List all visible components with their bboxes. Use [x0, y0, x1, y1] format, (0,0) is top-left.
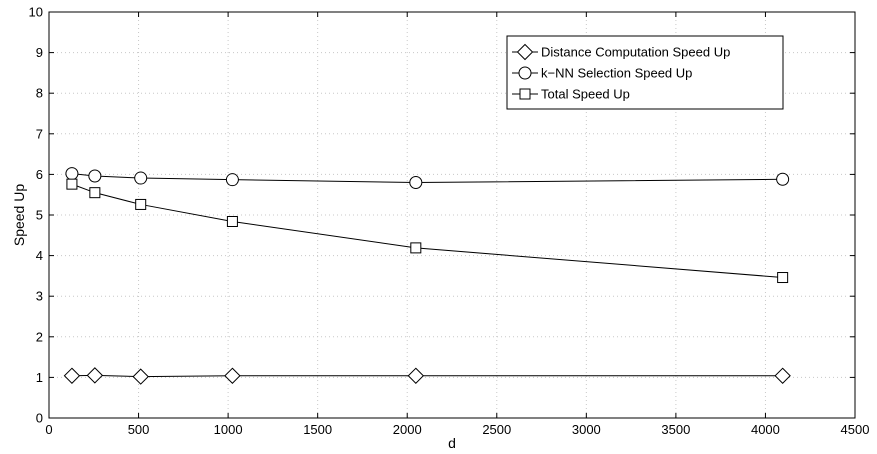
x-tick-label: 2500	[482, 422, 511, 437]
diamond-marker	[516, 43, 534, 61]
legend-box	[506, 35, 784, 110]
y-tick-label: 8	[36, 86, 43, 101]
y-tick-label: 4	[36, 248, 43, 263]
circle-marker	[409, 176, 423, 190]
legend-item: Distance Computation Speed Up	[512, 43, 730, 61]
series-line	[71, 173, 783, 184]
square-marker	[66, 178, 78, 190]
diamond-marker	[407, 367, 425, 384]
circle-marker	[776, 172, 790, 186]
y-tick-label: 0	[36, 411, 43, 426]
legend-item: k−NN Selection Speed Up	[512, 66, 692, 81]
square-marker	[226, 215, 238, 227]
axis-ticks	[48, 11, 856, 419]
circle-marker	[65, 167, 79, 181]
circle-marker	[225, 173, 239, 187]
diamond-marker	[774, 367, 791, 384]
series-diamond	[63, 367, 791, 385]
diamond-marker	[63, 367, 81, 384]
diamond-marker	[224, 367, 241, 384]
legend-label: k−NN Selection Speed Up	[541, 66, 692, 81]
x-tick-label: 4000	[751, 422, 780, 437]
legend-item: Total Speed Up	[512, 87, 630, 102]
square-marker	[519, 88, 531, 100]
series-square	[66, 178, 789, 284]
circle-marker	[88, 169, 102, 183]
y-tick-label: 9	[36, 45, 43, 60]
x-tick-label: 3500	[661, 422, 690, 437]
square-marker	[89, 187, 101, 199]
legend: Distance Computation Speed Up k−NN Select…	[506, 35, 784, 110]
circle-marker	[518, 66, 532, 80]
x-tick-label: 3000	[572, 422, 601, 437]
diamond-marker	[132, 368, 149, 385]
diamond-marker	[86, 367, 104, 384]
legend-label: Distance Computation Speed Up	[541, 45, 730, 60]
y-tick-label: 2	[36, 329, 43, 344]
series-layer	[63, 167, 791, 385]
x-tick-label: 4500	[841, 422, 870, 437]
y-tick-label: 1	[36, 370, 43, 385]
x-tick-label: 0	[45, 422, 52, 437]
series-circle	[65, 167, 790, 190]
series-line	[71, 183, 783, 279]
y-tick-label: 6	[36, 167, 43, 182]
y-tick-label: 3	[36, 289, 43, 304]
x-axis-label: d	[448, 435, 456, 451]
circle-marker	[134, 171, 148, 185]
x-tick-label: 1000	[214, 422, 243, 437]
y-axis-label: Speed Up	[11, 184, 27, 246]
y-tick-label: 10	[29, 5, 43, 20]
y-tick-label: 5	[36, 208, 43, 223]
y-tick-label: 7	[36, 126, 43, 141]
square-marker	[135, 198, 147, 210]
square-marker	[777, 272, 789, 284]
x-tick-label: 500	[128, 422, 150, 437]
x-tick-label: 2000	[393, 422, 422, 437]
square-marker	[410, 242, 422, 254]
x-tick-label: 1500	[303, 422, 332, 437]
axis-tick-labels: 0 500 1000 1500 2000 2500 3000 3500 4000 4500 0 1 2 3…	[29, 5, 870, 438]
legend-label: Total Speed Up	[541, 87, 630, 102]
